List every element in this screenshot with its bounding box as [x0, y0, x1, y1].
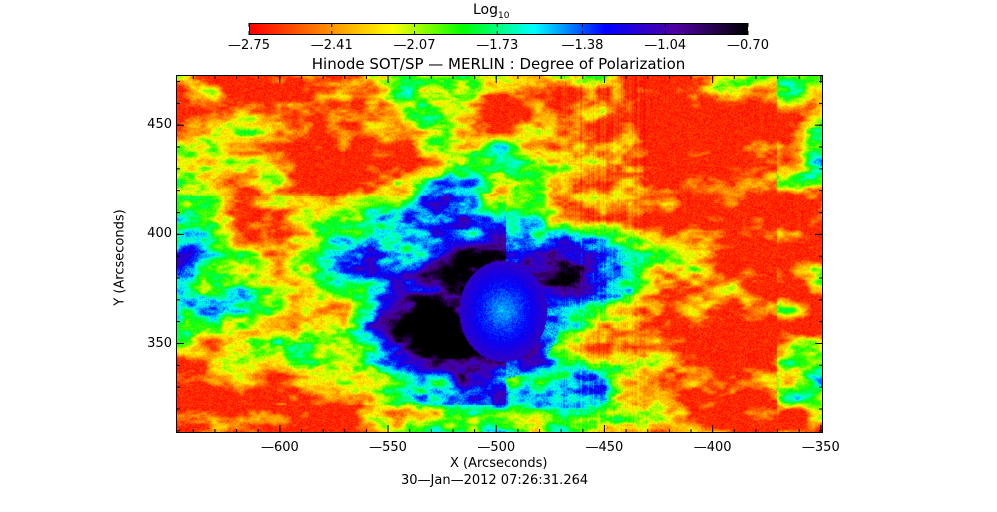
colorbar-tick-label: —2.07	[393, 38, 436, 53]
plot-frame	[176, 75, 823, 433]
x-tick-label: —500	[477, 440, 516, 455]
colorbar-tick-label: —1.04	[644, 38, 687, 53]
x-tick-label: —400	[693, 440, 732, 455]
x-tick-label: —450	[585, 440, 624, 455]
timestamp: 30—Jan—2012 07:26:31.264	[401, 473, 589, 488]
colorbar-tick-label: —1.73	[476, 38, 519, 53]
colorbar-tick-label: —0.70	[727, 38, 769, 53]
x-tick-label: —600	[260, 440, 299, 455]
chart-title: Hinode SOT/SP — MERLIN : Degree of Polar…	[311, 55, 686, 73]
colorbar-tick-label: —1.38	[561, 38, 604, 53]
x-tick-label: —350	[801, 440, 840, 455]
colorbar-tick-label: —2.75	[228, 38, 270, 53]
colorbar-label: Log10	[473, 2, 510, 21]
y-tick-label: 350	[147, 335, 172, 351]
y-axis-label: Y (Arcseconds)	[112, 209, 128, 306]
polarization-heatmap	[176, 75, 823, 433]
colorbar	[249, 23, 748, 35]
y-tick-label: 450	[147, 117, 172, 133]
x-tick-label: —550	[369, 440, 407, 455]
x-axis-label: X (Arcseconds)	[450, 456, 548, 471]
y-tick-label: 400	[147, 226, 172, 242]
colorbar-tick-label: —2.41	[310, 38, 353, 53]
